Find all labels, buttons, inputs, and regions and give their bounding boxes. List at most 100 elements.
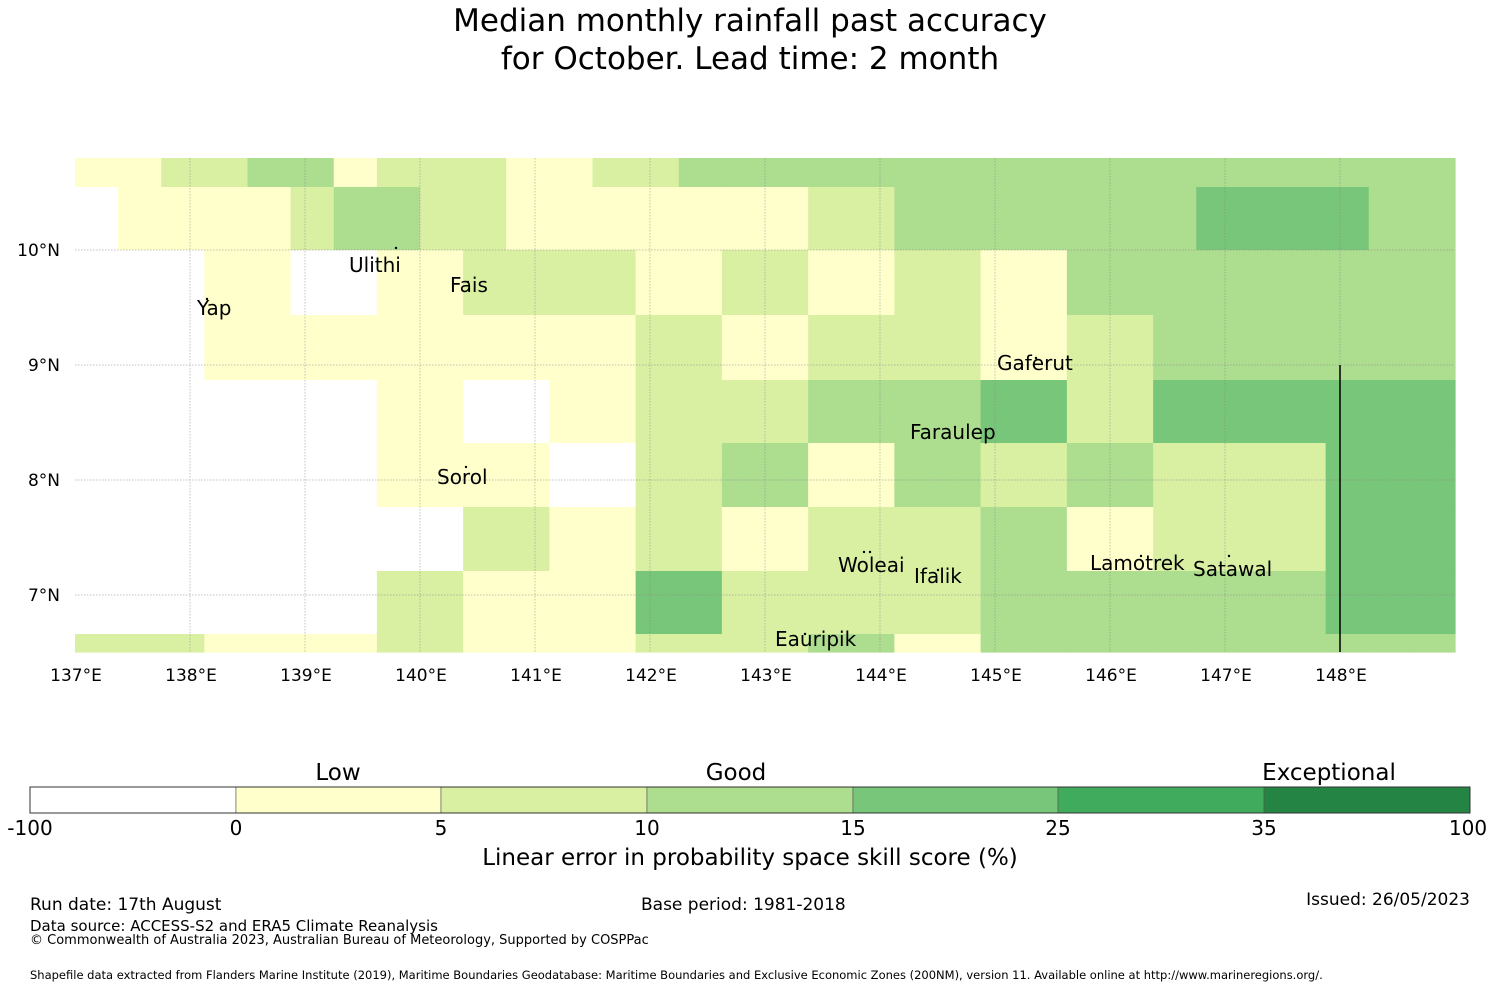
skill-cell xyxy=(980,187,1025,251)
skill-cell xyxy=(1239,443,1284,508)
skill-cell xyxy=(290,571,335,635)
skill-cell xyxy=(290,443,335,508)
skill-cell xyxy=(1282,571,1327,635)
colorbar-segment xyxy=(1263,786,1471,814)
colorbar-frame xyxy=(29,786,1471,814)
skill-cell xyxy=(420,443,464,508)
skill-cell xyxy=(118,187,162,251)
skill-cell xyxy=(721,187,766,251)
skill-cell xyxy=(549,315,594,381)
island-marker xyxy=(953,425,957,429)
skill-cell xyxy=(1368,380,1413,444)
skill-cell xyxy=(592,443,637,508)
skill-cell xyxy=(721,634,766,653)
skill-cell xyxy=(1411,634,1456,653)
skill-cell xyxy=(635,443,680,508)
skill-cell xyxy=(1066,158,1111,188)
skill-cell xyxy=(678,158,723,188)
shapefile-credit: Shapefile data extracted from Flanders M… xyxy=(30,968,1323,982)
skill-cell xyxy=(333,634,378,653)
skill-cell xyxy=(376,250,421,316)
skill-cell xyxy=(937,634,982,653)
skill-cell xyxy=(1325,571,1370,635)
lon-tick-label: 143°E xyxy=(740,666,792,686)
lon-tick-label: 146°E xyxy=(1085,666,1137,686)
skill-cell xyxy=(549,380,594,444)
skill-cell xyxy=(75,250,119,316)
skill-cell xyxy=(1153,158,1197,188)
skill-cell xyxy=(204,634,249,653)
skill-cell xyxy=(161,187,205,251)
skill-cell xyxy=(765,250,809,316)
skill-cell xyxy=(161,443,205,508)
skill-cell xyxy=(980,634,1025,653)
skill-cell xyxy=(290,380,335,444)
skill-cell xyxy=(1196,507,1240,572)
issued-date: Issued: 26/05/2023 xyxy=(1306,890,1470,910)
skill-cell xyxy=(937,315,982,381)
skill-cell xyxy=(765,315,809,381)
skill-cell xyxy=(980,571,1025,635)
skill-cell xyxy=(808,571,852,635)
skill-cell xyxy=(463,507,507,572)
skill-grid xyxy=(75,158,1456,653)
skill-cell xyxy=(247,634,292,653)
title-line-1: Median monthly rainfall past accuracy xyxy=(453,3,1047,39)
skill-cell xyxy=(894,187,939,251)
skill-cell xyxy=(506,250,550,316)
skill-cell xyxy=(247,443,292,508)
skill-cell xyxy=(894,507,939,572)
skill-cell xyxy=(376,571,421,635)
skill-cell xyxy=(420,158,464,188)
skill-cell xyxy=(1153,187,1197,251)
skill-cell xyxy=(592,507,637,572)
skill-cell xyxy=(1153,380,1197,444)
skill-cell xyxy=(1282,315,1327,381)
skill-cell xyxy=(1196,187,1240,251)
skill-cell xyxy=(1325,380,1370,444)
skill-cell xyxy=(376,634,421,653)
skill-cell xyxy=(1066,571,1111,635)
skill-cell xyxy=(1023,571,1068,635)
skill-cell xyxy=(1282,250,1327,316)
skill-cell xyxy=(721,250,766,316)
skill-cell xyxy=(937,571,982,635)
lon-tick-label: 140°E xyxy=(395,666,447,686)
skill-cell xyxy=(1066,507,1111,572)
skill-cell xyxy=(1023,158,1068,188)
copyright: © Commonwealth of Australia 2023, Austra… xyxy=(30,933,649,948)
colorbar-tick: 35 xyxy=(1251,816,1277,840)
skill-cell xyxy=(1368,443,1413,508)
skill-cell xyxy=(75,571,119,635)
skill-cell xyxy=(1066,380,1111,444)
skill-cell xyxy=(549,443,594,508)
skill-cell xyxy=(420,571,464,635)
skill-cell xyxy=(333,250,378,316)
skill-cell xyxy=(118,380,162,444)
skill-cell xyxy=(247,187,292,251)
skill-cell xyxy=(1110,507,1154,572)
skill-cell xyxy=(851,507,895,572)
skill-cell xyxy=(765,443,809,508)
skill-cell xyxy=(635,634,680,653)
skill-cell xyxy=(1411,315,1456,381)
skill-cell xyxy=(1325,315,1370,381)
skill-cell xyxy=(1325,158,1370,188)
skill-cell xyxy=(247,315,292,381)
skill-cell xyxy=(463,380,507,444)
skill-cell xyxy=(376,443,421,508)
skill-cell xyxy=(721,380,766,444)
skill-cell xyxy=(290,250,335,316)
skill-cell xyxy=(1110,187,1154,251)
skill-cell xyxy=(851,380,895,444)
skill-cell xyxy=(808,315,852,381)
skill-cell xyxy=(1196,250,1240,316)
skill-cell xyxy=(937,158,982,188)
skill-cell xyxy=(765,380,809,444)
skill-cell xyxy=(1325,443,1370,508)
skill-cell xyxy=(1368,571,1413,635)
skill-cell xyxy=(1153,250,1197,316)
colorbar-tick: 100 xyxy=(1448,816,1488,840)
skill-cell xyxy=(75,158,119,188)
skill-cell xyxy=(204,187,249,251)
